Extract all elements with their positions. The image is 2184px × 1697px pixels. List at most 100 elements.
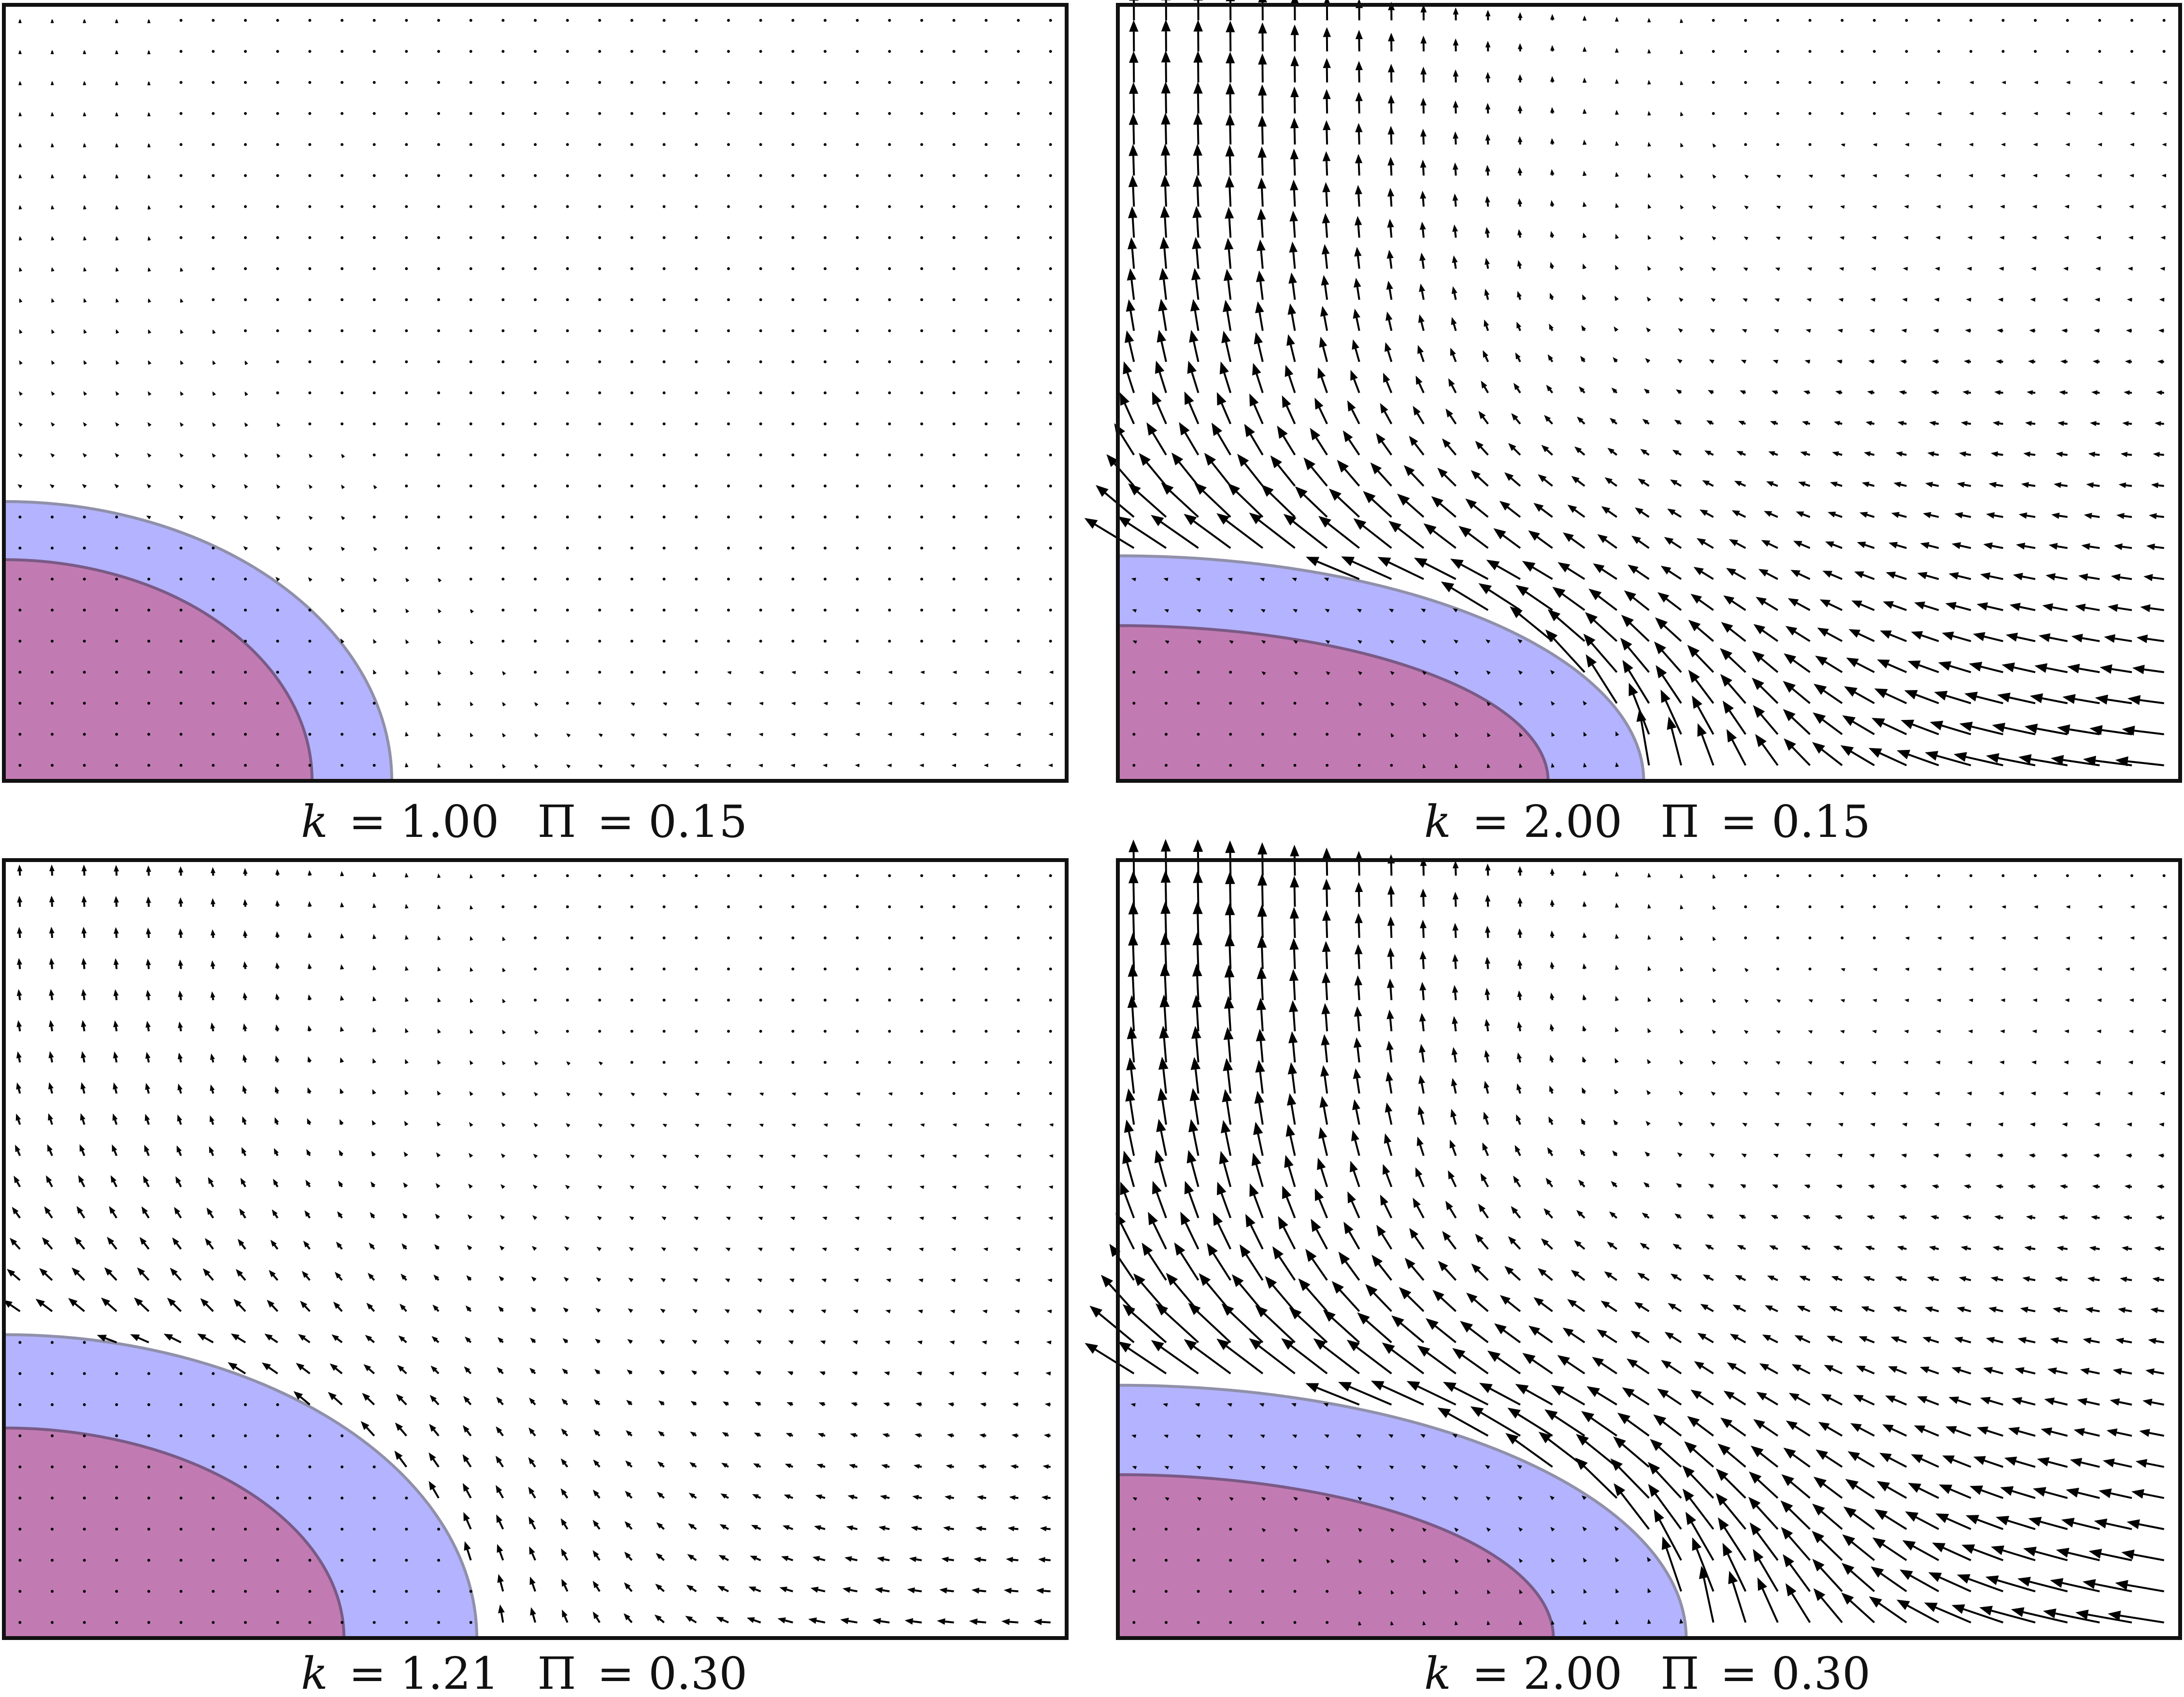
flow-vector [1453, 7, 1459, 21]
flow-vector [51, 329, 55, 334]
flow-vector [856, 422, 859, 426]
flow-vector [1257, 146, 1267, 176]
flow-vector [501, 81, 505, 84]
flow-vector [534, 998, 537, 1002]
flow-vector [18, 18, 22, 23]
flow-vector [437, 81, 440, 84]
flow-vector [630, 453, 633, 457]
flow-vector [39, 1268, 53, 1281]
flow-vector [1049, 670, 1054, 674]
flow-vector [1517, 105, 1523, 114]
flow-vector [1647, 80, 1651, 85]
flow-vector [115, 671, 118, 674]
flow-vector [146, 484, 152, 489]
flow-vector [308, 1559, 312, 1562]
flow-vector [534, 422, 537, 426]
flow-vector [2143, 574, 2164, 581]
k-symbol: k [301, 1648, 328, 1697]
flow-vector [1841, 81, 1844, 84]
flow-vector [1549, 292, 1554, 300]
flow-vector [2034, 50, 2037, 53]
flow-vector [789, 1248, 795, 1251]
flow-vector [19, 298, 23, 303]
flow-vector [83, 577, 86, 581]
flow-vector [630, 639, 633, 643]
flow-vector [1046, 1309, 1052, 1314]
flow-vector [1481, 380, 1489, 394]
flow-vector [598, 1030, 601, 1033]
flow-vector [856, 143, 859, 146]
flow-vector [212, 360, 216, 365]
flow-vector [630, 702, 635, 706]
flow-vector [1221, 331, 1232, 362]
flow-vector [308, 267, 312, 271]
flow-vector [952, 1092, 956, 1095]
flow-vector [626, 1430, 633, 1437]
flow-vector [598, 702, 601, 705]
flow-vector [1805, 329, 1811, 333]
flow-vector [212, 1403, 215, 1406]
flow-vector [1508, 443, 1521, 456]
flow-vector [179, 50, 183, 53]
flow-vector [147, 174, 151, 179]
flow-vector [662, 639, 666, 643]
flow-vector [1776, 936, 1780, 939]
flow-vector [212, 391, 216, 396]
flow-vector [1158, 299, 1168, 331]
flow-vector [528, 1427, 536, 1437]
flow-vector [1808, 19, 1812, 22]
flow-vector [469, 1590, 472, 1593]
flow-vector [985, 484, 988, 488]
flow-vector [657, 1431, 665, 1437]
flow-vector [44, 1206, 53, 1219]
flow-vector [1164, 1527, 1168, 1531]
flow-vector [1322, 213, 1330, 238]
flow-vector [115, 1434, 118, 1438]
flow-vector [1337, 460, 1360, 487]
flow-vector [1261, 1621, 1264, 1624]
flow-vector [566, 905, 569, 908]
flow-vector [261, 1362, 278, 1375]
flow-vector [630, 112, 633, 115]
flow-vector [1929, 720, 1971, 735]
flow-vector [51, 733, 54, 736]
flow-vector [791, 905, 795, 908]
flow-vector [856, 236, 859, 239]
flow-vector [1415, 375, 1425, 393]
flow-vector [1485, 258, 1490, 269]
flow-vector [50, 50, 54, 55]
flow-vector [83, 1434, 86, 1438]
k-symbol: k [1424, 796, 1451, 848]
flow-vector [1783, 709, 1811, 735]
flow-vector [18, 81, 22, 86]
flow-vector [824, 50, 827, 53]
flow-vector [2159, 298, 2165, 302]
flow-vector [1835, 390, 1842, 395]
flow-vector [1017, 19, 1020, 22]
flow-vector [147, 205, 151, 210]
flow-vector [1969, 905, 1972, 908]
flow-vector [83, 267, 87, 272]
flow-vector [1911, 631, 1939, 642]
flow-vector [1752, 650, 1779, 673]
flow-vector [1290, 86, 1299, 114]
flow-vector [824, 608, 827, 612]
flow-vector [1455, 702, 1459, 706]
flow-vector [888, 236, 891, 239]
flow-vector [211, 484, 216, 489]
flow-vector [1841, 50, 1844, 53]
flow-vector [438, 701, 442, 706]
flow-vector [952, 702, 957, 705]
flow-vector [470, 763, 473, 768]
flow-vector [759, 81, 762, 84]
flow-vector [115, 1372, 118, 1375]
flow-vector [83, 1341, 86, 1344]
flow-vector [1049, 81, 1052, 84]
flow-vector [561, 1548, 569, 1561]
flow-vector [276, 1559, 279, 1562]
flow-vector [1783, 681, 1811, 704]
flow-vector [1883, 601, 1907, 611]
flow-vector [244, 19, 247, 22]
flow-vector [1187, 360, 1199, 393]
flow-vector [83, 702, 86, 705]
